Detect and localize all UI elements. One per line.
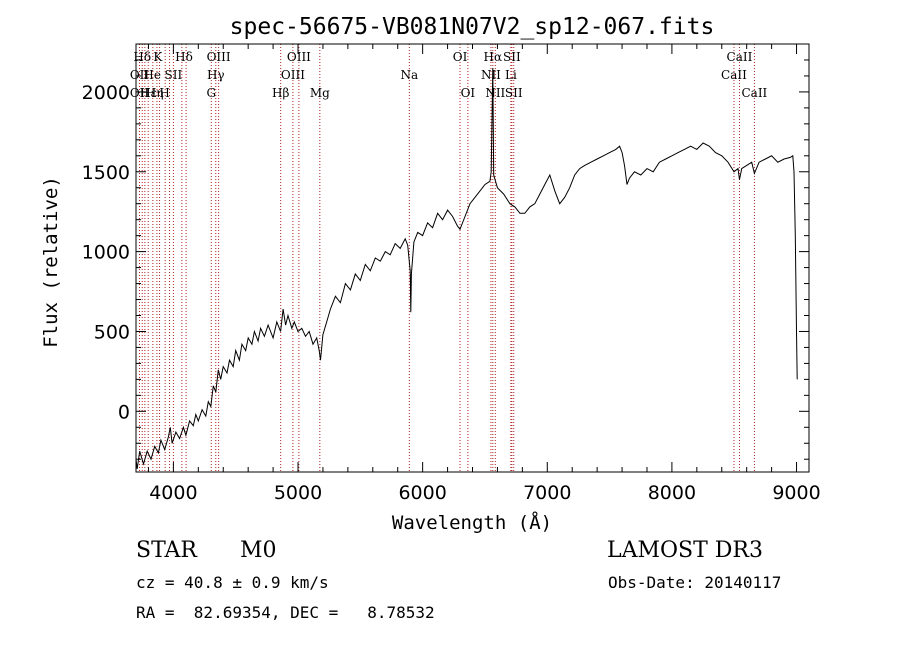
observation-date: Obs-Date: 20140117 bbox=[608, 573, 782, 592]
marker-label: Hε bbox=[140, 86, 157, 100]
coordinates: RA = 82.69354, DEC = 8.78532 bbox=[136, 603, 435, 622]
marker-label: OIII bbox=[207, 50, 231, 64]
marker-label: OIII bbox=[287, 50, 311, 64]
marker-label: NII bbox=[485, 86, 505, 100]
y-tick-label: 1000 bbox=[82, 242, 130, 264]
marker-label: OI bbox=[461, 86, 476, 100]
marker-label: NII bbox=[481, 68, 501, 82]
object-subclass: M0 bbox=[240, 538, 277, 563]
x-tick-label: 8000 bbox=[648, 482, 696, 504]
y-tick-label: 0 bbox=[118, 401, 130, 423]
marker-label: OII bbox=[130, 86, 150, 100]
x-tick-label: 5000 bbox=[274, 482, 322, 504]
spectrum-chart: spec-56675-VB081N07V2_sp12-067.fits Hδ OI… bbox=[40, 14, 821, 534]
x-tick-label: 7000 bbox=[523, 482, 571, 504]
axis-ticks: 4000 5000 6000 7000 8000 9000 0 500 1000 1500 2000 bbox=[82, 44, 821, 504]
object-class: STAR bbox=[136, 538, 197, 563]
marker-label: CaII bbox=[727, 50, 753, 64]
marker-label: OI bbox=[453, 50, 468, 64]
marker-label: Na bbox=[400, 68, 418, 82]
y-tick-label: 1500 bbox=[82, 162, 130, 184]
plot-frame bbox=[135, 43, 810, 473]
marker-label: SII bbox=[165, 68, 183, 82]
y-tick-label: 500 bbox=[94, 321, 130, 343]
marker-label: K bbox=[153, 50, 163, 64]
marker-label: SII bbox=[503, 50, 521, 64]
marker-label: H bbox=[159, 86, 169, 100]
redshift-velocity: cz = 40.8 ± 0.9 km/s bbox=[136, 573, 329, 592]
spectrum-line bbox=[135, 67, 798, 469]
x-tick-label: 6000 bbox=[398, 482, 446, 504]
marker-label: Hα bbox=[484, 50, 503, 64]
y-axis-label: Flux (relative) bbox=[40, 176, 62, 348]
y-tick-label: 2000 bbox=[82, 82, 130, 104]
marker-label: Hδ bbox=[175, 50, 193, 64]
line-markers bbox=[138, 44, 755, 472]
marker-label: Li bbox=[505, 68, 517, 82]
marker-label: Mg bbox=[310, 86, 330, 100]
marker-label: SII bbox=[505, 86, 523, 100]
chart-title: spec-56675-VB081N07V2_sp12-067.fits bbox=[230, 14, 715, 40]
x-axis-label: Wavelength (Å) bbox=[392, 511, 552, 534]
marker-label: Hη bbox=[146, 86, 164, 100]
marker-label: Hβ bbox=[272, 86, 289, 100]
marker-label: OIII bbox=[281, 68, 305, 82]
marker-label: He bbox=[143, 68, 161, 82]
x-tick-label: 4000 bbox=[149, 482, 197, 504]
survey-name: LAMOST DR3 bbox=[607, 538, 763, 563]
x-tick-label: 9000 bbox=[772, 482, 820, 504]
marker-label: CaII bbox=[741, 86, 767, 100]
marker-label: Hδ bbox=[133, 50, 151, 64]
marker-label: G bbox=[206, 86, 216, 100]
marker-label: Hγ bbox=[207, 68, 225, 82]
marker-label: OII bbox=[130, 68, 150, 82]
marker-label: CaII bbox=[721, 68, 747, 82]
